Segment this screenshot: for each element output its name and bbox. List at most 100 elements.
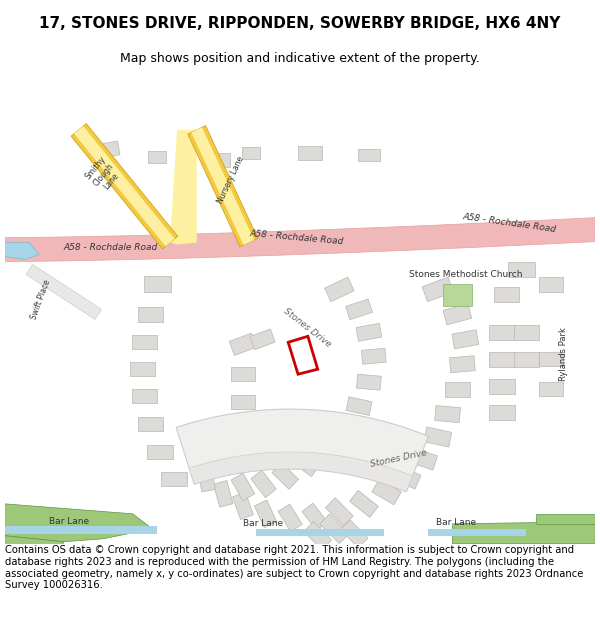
Text: Smithy
Clough
Lane: Smithy Clough Lane — [83, 155, 123, 194]
Polygon shape — [170, 130, 197, 244]
Polygon shape — [188, 126, 258, 247]
Text: A58 - Rochdale Road: A58 - Rochdale Road — [64, 243, 158, 252]
Bar — [232, 492, 253, 519]
Bar — [148, 151, 166, 162]
Bar — [452, 330, 479, 349]
Bar — [251, 470, 276, 498]
Polygon shape — [26, 264, 101, 319]
Bar — [356, 323, 382, 341]
Bar — [350, 491, 378, 518]
Bar — [203, 152, 230, 167]
Bar — [445, 382, 470, 397]
Bar — [489, 325, 515, 340]
Bar — [346, 397, 372, 416]
Text: Bar Lane: Bar Lane — [243, 519, 283, 528]
Polygon shape — [288, 336, 318, 374]
Bar — [449, 356, 475, 372]
Bar — [272, 462, 299, 489]
Polygon shape — [5, 217, 596, 261]
Bar — [489, 379, 515, 394]
Bar — [361, 348, 386, 364]
Bar — [539, 382, 563, 396]
Bar — [132, 389, 157, 403]
Bar — [231, 368, 255, 381]
Bar — [137, 307, 163, 322]
Bar — [356, 374, 381, 390]
Text: Swift Place: Swift Place — [29, 278, 52, 321]
Bar — [346, 299, 373, 320]
Bar — [242, 147, 260, 159]
Bar — [428, 529, 526, 536]
Bar — [325, 498, 353, 526]
Bar — [331, 418, 358, 440]
Text: Nursery Lane: Nursery Lane — [216, 154, 246, 205]
Bar — [256, 529, 383, 536]
Bar — [132, 335, 157, 349]
Bar — [409, 448, 437, 470]
Bar — [231, 395, 255, 409]
Polygon shape — [191, 127, 254, 245]
Bar — [514, 352, 539, 367]
Bar — [392, 465, 421, 489]
Bar — [188, 449, 205, 475]
Bar — [161, 472, 187, 486]
Bar — [214, 481, 233, 508]
Bar — [489, 352, 515, 367]
Bar — [292, 451, 320, 477]
Bar — [325, 277, 354, 302]
Polygon shape — [74, 126, 175, 246]
Bar — [320, 514, 349, 544]
Text: Stones Drive: Stones Drive — [281, 306, 332, 349]
Bar — [372, 479, 401, 505]
Bar — [5, 526, 157, 534]
Bar — [96, 141, 120, 159]
Text: Contains OS data © Crown copyright and database right 2021. This information is : Contains OS data © Crown copyright and d… — [5, 546, 583, 590]
Bar — [508, 261, 535, 278]
Bar — [302, 503, 328, 531]
Polygon shape — [71, 124, 178, 249]
Bar — [137, 417, 163, 431]
Polygon shape — [176, 409, 428, 492]
Bar — [514, 325, 539, 340]
Bar — [250, 329, 275, 349]
Polygon shape — [5, 504, 152, 542]
Bar — [422, 277, 454, 302]
Text: Bar Lane: Bar Lane — [436, 518, 476, 528]
Polygon shape — [189, 452, 413, 492]
Text: A58 - Rochdale Road: A58 - Rochdale Road — [463, 212, 557, 234]
Bar — [539, 352, 563, 366]
Bar — [313, 436, 340, 460]
Bar — [278, 504, 302, 532]
Text: Stones Drive: Stones Drive — [369, 449, 428, 469]
Text: 17, STONES DRIVE, RIPPONDEN, SOWERBY BRIDGE, HX6 4NY: 17, STONES DRIVE, RIPPONDEN, SOWERBY BRI… — [40, 16, 560, 31]
Bar — [254, 500, 277, 528]
Bar — [424, 427, 452, 447]
Bar — [231, 473, 255, 501]
Bar — [358, 149, 380, 161]
Text: Stones Methodist Church: Stones Methodist Church — [409, 270, 522, 279]
Bar — [539, 277, 563, 292]
Bar — [231, 422, 255, 436]
Polygon shape — [5, 242, 39, 259]
Bar — [494, 287, 519, 302]
Bar — [489, 404, 515, 419]
Bar — [298, 146, 322, 160]
Bar — [443, 304, 472, 325]
Bar — [340, 519, 368, 548]
Text: Bar Lane: Bar Lane — [49, 518, 89, 526]
Bar — [231, 449, 255, 463]
Bar — [443, 284, 472, 306]
Text: Rylands Park: Rylands Park — [559, 328, 568, 381]
Text: Map shows position and indicative extent of the property.: Map shows position and indicative extent… — [120, 52, 480, 65]
Polygon shape — [536, 514, 595, 524]
Bar — [197, 466, 215, 492]
Bar — [229, 333, 257, 356]
Bar — [130, 362, 155, 376]
Bar — [148, 445, 173, 459]
Polygon shape — [5, 536, 64, 554]
Bar — [435, 406, 460, 422]
Bar — [143, 276, 171, 292]
Bar — [304, 522, 332, 550]
Text: A58 - Rochdale Road: A58 - Rochdale Road — [249, 229, 344, 246]
Polygon shape — [452, 522, 595, 544]
